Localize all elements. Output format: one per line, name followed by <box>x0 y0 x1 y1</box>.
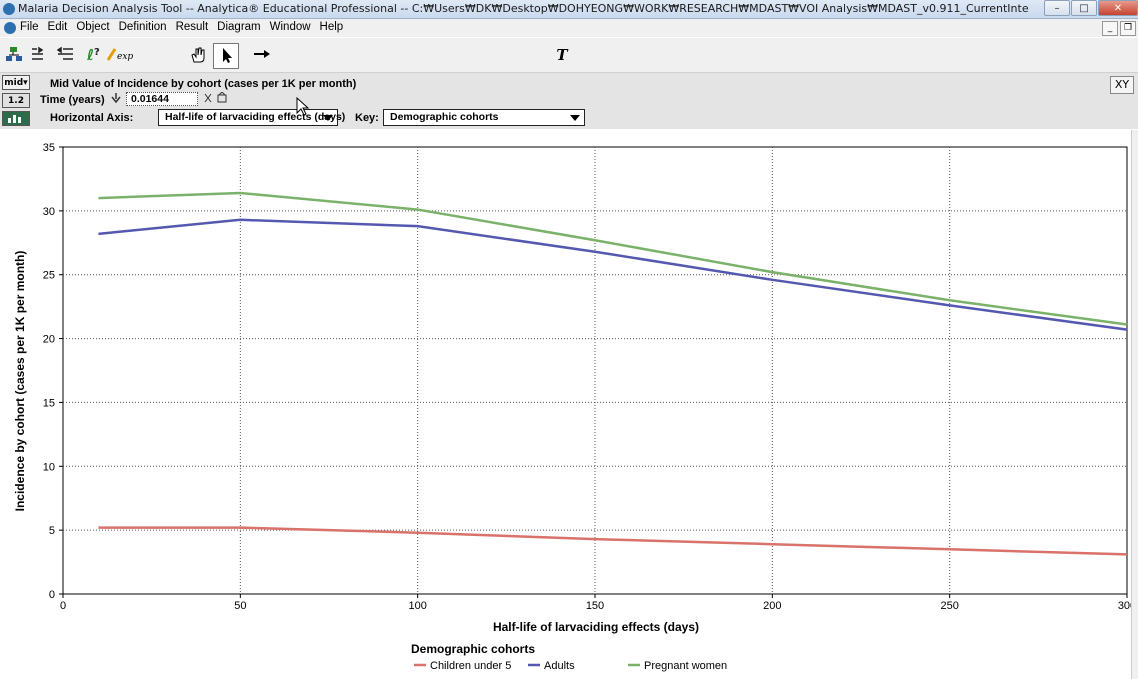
xy-button[interactable]: XY <box>1110 76 1134 94</box>
svg-text:?: ? <box>94 47 100 58</box>
window-right-border <box>1131 130 1138 679</box>
arrow-tool-icon[interactable] <box>252 46 272 64</box>
key-dropdown[interactable]: Demographic cohorts <box>383 109 585 126</box>
result-title: Mid Value of Incidence by cohort (cases … <box>50 78 357 90</box>
x-tick-label: 250 <box>940 600 958 612</box>
y-tick-label: 0 <box>49 589 55 601</box>
uncertainty-view-button[interactable]: mid▾ <box>2 75 30 90</box>
x-tick-label: 100 <box>408 600 426 612</box>
legend-label-pregnant-women: Pregnant women <box>644 660 727 672</box>
maximize-button[interactable]: □ <box>1071 0 1097 16</box>
hand-browse-icon[interactable] <box>188 46 208 64</box>
y-tick-label: 25 <box>43 270 55 282</box>
table-view-button[interactable]: 1.2 <box>2 93 30 108</box>
line-chart: 0 50 100 150 200 250 300 0 5 10 15 20 25 30 35 Half-li… <box>13 142 1131 672</box>
legend-label-adults: Adults <box>544 660 575 672</box>
y-tick-label: 15 <box>43 397 55 409</box>
menu-item-file[interactable]: File <box>20 21 39 33</box>
time-label: Time (years) <box>40 94 105 106</box>
series-line-pregnant-women <box>98 191 1128 326</box>
series-line-adults <box>98 218 1128 331</box>
window-title: Malaria Decision Analysis Tool -- Analyt… <box>18 2 1029 15</box>
svg-text:ℓ: ℓ <box>86 46 94 64</box>
window-controls: – □ ✕ <box>1043 0 1138 16</box>
chevron-down-icon <box>323 115 333 121</box>
menu-item-result[interactable]: Result <box>175 21 209 33</box>
x-tick-label: 150 <box>586 600 604 612</box>
close-button[interactable]: ✕ <box>1098 0 1138 16</box>
y-tick-label: 5 <box>49 525 55 537</box>
menu-item-diagram[interactable]: Diagram <box>217 21 261 33</box>
menu-item-window[interactable]: Window <box>269 21 311 33</box>
legend-title: Demographic cohorts <box>411 642 535 656</box>
graph-view-button[interactable] <box>2 111 30 126</box>
indent-icon[interactable] <box>30 46 50 64</box>
chart-grid <box>62 146 1128 595</box>
outdent-icon[interactable] <box>56 46 76 64</box>
time-value-field[interactable]: 0.01644 <box>126 92 198 106</box>
chart-legend: Children under 5 Adults Pregnant women <box>414 660 727 672</box>
chevron-down-icon <box>570 115 580 121</box>
app-icon[interactable] <box>3 3 15 15</box>
help-query-icon[interactable]: ℓ? <box>84 46 104 64</box>
horizontal-axis-value: Half-life of larvaciding effects (days) <box>165 111 346 123</box>
arrange-icon[interactable] <box>4 46 24 64</box>
document-icon[interactable] <box>4 22 16 34</box>
menu-item-object[interactable]: Object <box>76 21 110 33</box>
horizontal-axis-label: Horizontal Axis: <box>50 112 134 124</box>
key-value: Demographic cohorts <box>390 111 499 123</box>
y-tick-label: 35 <box>43 142 55 154</box>
key-label: Key: <box>355 112 379 124</box>
menu-bar: File Edit Object Definition Result Diagram Win… <box>0 19 1138 37</box>
menu-items: File Edit Object Definition Result Diagram Win… <box>20 21 352 33</box>
mdi-minimize-button[interactable]: _ <box>1102 21 1118 36</box>
swap-index-icon[interactable] <box>203 91 231 107</box>
legend-label-children-under-5: Children under 5 <box>430 660 511 672</box>
x-tick-label: 200 <box>763 600 781 612</box>
time-slider-icon[interactable] <box>110 92 122 107</box>
chart-series <box>98 191 1128 556</box>
x-axis-label: Half-life of larvaciding effects (days) <box>493 620 699 634</box>
menu-item-edit[interactable]: Edit <box>47 21 68 33</box>
y-tick-label: 20 <box>43 334 55 346</box>
chart-axes: 0 50 100 150 200 250 300 0 5 10 15 20 25 30 35 <box>43 142 1131 612</box>
pointer-icon[interactable] <box>213 43 239 69</box>
x-tick-label: 300 <box>1118 600 1131 612</box>
text-tool-icon[interactable]: T <box>556 46 568 64</box>
window-title-bar: Malaria Decision Analysis Tool -- Analyt… <box>0 0 1138 19</box>
y-tick-label: 10 <box>43 461 55 473</box>
minimize-button[interactable]: – <box>1044 0 1070 16</box>
expression-icon[interactable]: exp <box>106 46 134 64</box>
series-line-children-under-5 <box>98 526 1128 556</box>
result-view-strip: mid▾ 1.2 <box>0 73 34 129</box>
mdi-restore-button[interactable]: ❐ <box>1120 21 1136 36</box>
mouse-cursor-icon <box>296 96 310 120</box>
x-tick-label: 0 <box>60 600 66 612</box>
svg-text:exp: exp <box>117 52 133 62</box>
menu-item-help[interactable]: Help <box>319 21 344 33</box>
menu-item-definition[interactable]: Definition <box>118 21 167 33</box>
mdi-controls: _ ❐ <box>1100 21 1136 36</box>
horizontal-axis-dropdown[interactable]: Half-life of larvaciding effects (days) <box>158 109 345 126</box>
y-tick-label: 30 <box>43 206 55 218</box>
toolbar: ℓ? exp T <box>0 38 1138 101</box>
y-axis-label: Incidence by cohort (cases per 1K per mo… <box>13 251 27 512</box>
x-tick-label: 50 <box>234 600 246 612</box>
